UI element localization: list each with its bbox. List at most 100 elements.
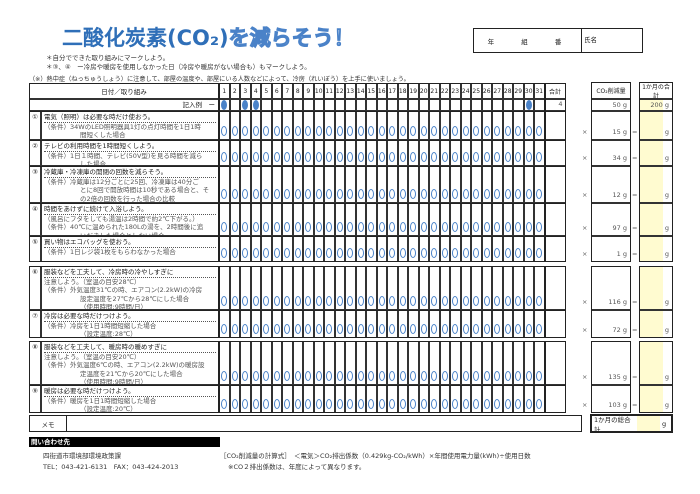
check-oval[interactable] [462, 296, 469, 306]
check-oval[interactable] [473, 371, 480, 381]
check-oval[interactable] [494, 126, 501, 136]
check-oval[interactable] [525, 399, 532, 409]
check-oval[interactable] [221, 399, 228, 409]
check-oval[interactable] [347, 248, 354, 258]
check-oval[interactable] [504, 222, 511, 232]
check-oval[interactable] [431, 371, 438, 381]
check-oval[interactable] [242, 222, 249, 232]
check-oval[interactable] [483, 126, 490, 136]
check-oval[interactable] [410, 126, 417, 136]
monthly-total-value[interactable] [637, 416, 660, 431]
item-month-total[interactable]: g [639, 166, 673, 203]
check-oval[interactable] [284, 189, 291, 199]
check-oval[interactable] [483, 296, 490, 306]
check-oval[interactable] [273, 126, 280, 136]
check-oval[interactable] [473, 248, 480, 258]
check-oval[interactable] [305, 189, 312, 199]
check-oval[interactable] [494, 189, 501, 199]
check-oval[interactable] [273, 399, 280, 409]
check-oval[interactable] [284, 371, 291, 381]
check-oval[interactable] [462, 152, 469, 162]
check-oval[interactable] [483, 152, 490, 162]
check-oval[interactable] [399, 324, 406, 334]
check-oval[interactable] [410, 324, 417, 334]
check-oval[interactable] [378, 324, 385, 334]
check-oval[interactable] [357, 324, 364, 334]
check-oval[interactable] [263, 399, 270, 409]
check-oval[interactable] [441, 189, 448, 199]
check-oval[interactable] [452, 324, 459, 334]
check-oval[interactable] [389, 324, 396, 334]
check-oval[interactable] [326, 324, 333, 334]
check-oval[interactable] [284, 324, 291, 334]
check-oval[interactable] [315, 399, 322, 409]
check-oval[interactable] [389, 152, 396, 162]
check-oval[interactable] [410, 296, 417, 306]
check-oval[interactable] [294, 371, 301, 381]
check-oval[interactable] [525, 324, 532, 334]
check-oval[interactable] [525, 248, 532, 258]
item-month-total[interactable]: g [639, 140, 673, 166]
check-oval[interactable] [420, 152, 427, 162]
check-oval[interactable] [221, 248, 228, 258]
check-oval[interactable] [294, 222, 301, 232]
check-oval[interactable] [315, 189, 322, 199]
check-oval[interactable] [462, 222, 469, 232]
check-oval[interactable] [504, 189, 511, 199]
check-oval[interactable] [305, 399, 312, 409]
check-oval[interactable] [473, 324, 480, 334]
check-oval[interactable] [305, 296, 312, 306]
check-oval[interactable] [231, 152, 238, 162]
check-oval[interactable] [336, 324, 343, 334]
check-oval[interactable] [410, 189, 417, 199]
check-oval[interactable] [483, 399, 490, 409]
check-oval[interactable] [231, 126, 238, 136]
check-oval[interactable] [462, 371, 469, 381]
item-month-total[interactable]: g [639, 203, 673, 236]
check-oval[interactable] [420, 189, 427, 199]
check-oval[interactable] [357, 399, 364, 409]
check-oval[interactable] [231, 399, 238, 409]
check-oval[interactable] [305, 222, 312, 232]
item-month-total[interactable]: g [639, 385, 673, 413]
check-oval[interactable] [536, 399, 543, 409]
check-oval[interactable] [525, 189, 532, 199]
check-oval[interactable] [273, 296, 280, 306]
check-oval[interactable] [242, 296, 249, 306]
check-oval[interactable] [399, 371, 406, 381]
check-oval[interactable] [326, 296, 333, 306]
check-oval[interactable] [462, 126, 469, 136]
check-oval[interactable] [410, 222, 417, 232]
check-oval[interactable] [441, 126, 448, 136]
check-oval[interactable] [536, 371, 543, 381]
check-oval[interactable] [315, 324, 322, 334]
check-oval[interactable] [357, 126, 364, 136]
check-oval[interactable] [284, 126, 291, 136]
check-oval[interactable] [221, 371, 228, 381]
check-oval[interactable] [441, 324, 448, 334]
check-oval[interactable] [336, 189, 343, 199]
check-oval[interactable] [473, 189, 480, 199]
check-oval[interactable] [263, 248, 270, 258]
year-field[interactable]: 年 [487, 37, 495, 46]
check-oval[interactable] [221, 324, 228, 334]
check-oval[interactable] [357, 222, 364, 232]
check-oval[interactable] [231, 296, 238, 306]
check-oval[interactable] [431, 126, 438, 136]
memo-box[interactable]: メモ [29, 415, 582, 432]
check-oval[interactable] [483, 248, 490, 258]
name-field[interactable]: 氏名 [584, 36, 597, 44]
check-oval[interactable] [336, 296, 343, 306]
check-oval[interactable] [494, 324, 501, 334]
check-oval[interactable] [315, 126, 322, 136]
check-oval[interactable] [494, 152, 501, 162]
check-oval[interactable] [515, 399, 522, 409]
check-oval[interactable] [263, 296, 270, 306]
item-total[interactable] [544, 385, 566, 413]
check-oval[interactable] [368, 324, 375, 334]
check-oval[interactable] [515, 126, 522, 136]
check-oval[interactable] [326, 399, 333, 409]
check-oval[interactable] [494, 399, 501, 409]
check-oval[interactable] [515, 222, 522, 232]
check-oval[interactable] [336, 371, 343, 381]
